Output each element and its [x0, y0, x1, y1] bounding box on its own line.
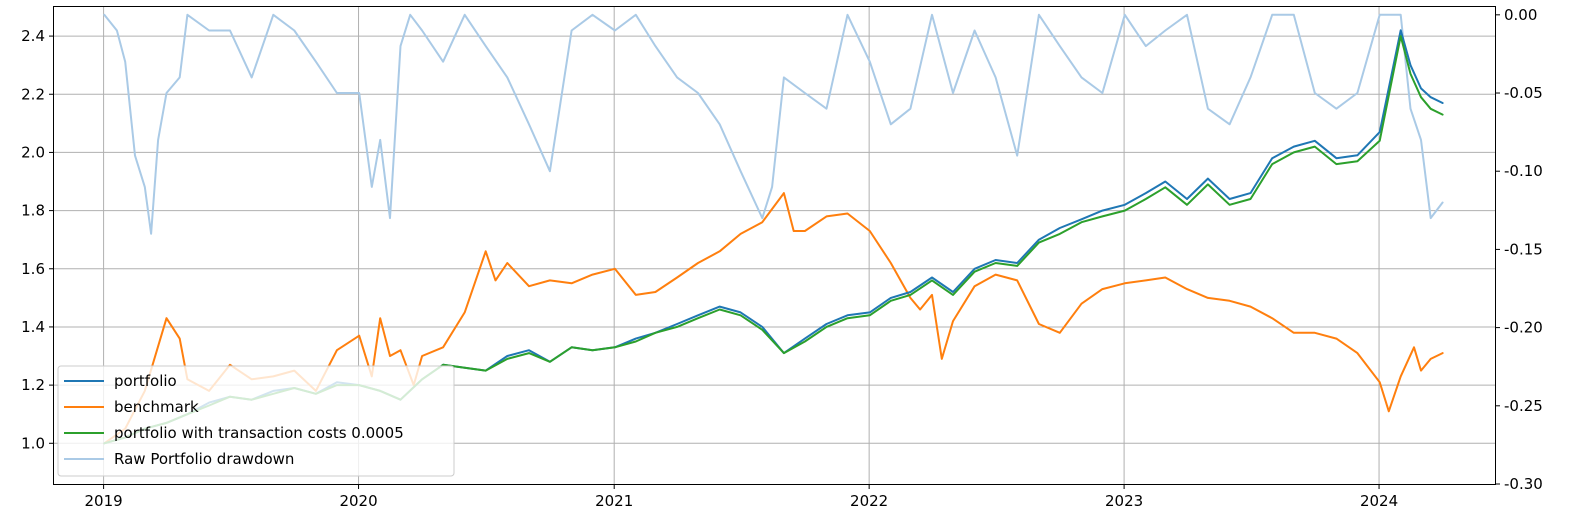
x-axis: 2019 2020 2021 2022 2023 2024 [84, 484, 1398, 510]
x-tick-label: 2022 [850, 492, 888, 510]
y-tick-label: 1.0 [21, 434, 45, 452]
y-tick-label: 2.2 [21, 85, 45, 103]
series-line-benchmark [103, 192, 1444, 445]
legend-label: portfolio with transaction costs 0.0005 [114, 424, 404, 442]
x-tick-label: 2019 [84, 492, 122, 510]
x-tick-label: 2024 [1360, 492, 1398, 510]
series-line-raw-portfolio-drawdown [103, 13, 1444, 235]
x-tick-label: 2023 [1105, 492, 1143, 510]
y-tick-label: 1.2 [21, 376, 45, 394]
legend-box [57, 365, 455, 477]
legend-label: benchmark [114, 398, 199, 416]
y2-tick-label: -0.20 [1504, 319, 1543, 337]
grid [54, 7, 1495, 484]
y-tick-label: 1.4 [21, 318, 45, 336]
y-axis-left: 1.0 1.2 1.4 1.6 1.8 2.0 2.2 2.4 [21, 27, 54, 452]
y2-tick-label: -0.30 [1504, 475, 1543, 493]
plot-frame [53, 6, 1496, 485]
legend: portfolio benchmark portfolio with transac… [57, 365, 455, 477]
y-tick-label: 1.8 [21, 202, 45, 220]
x-tick-label: 2021 [595, 492, 633, 510]
y2-tick-label: -0.10 [1504, 162, 1543, 180]
y-tick-label: 2.0 [21, 143, 45, 161]
legend-label: portfolio [114, 372, 177, 390]
y-axis-right: 0.00 -0.05 -0.10 -0.15 -0.20 -0.25 -0.30 [1495, 6, 1543, 493]
x-tick-label: 2020 [339, 492, 377, 510]
legend-label: Raw Portfolio drawdown [114, 450, 294, 468]
y2-tick-label: -0.15 [1504, 240, 1543, 258]
y-tick-label: 1.6 [21, 260, 45, 278]
y-tick-label: 2.4 [21, 27, 45, 45]
y2-tick-label: -0.05 [1504, 84, 1543, 102]
y2-tick-label: 0.00 [1504, 6, 1537, 24]
y2-tick-label: -0.25 [1504, 397, 1543, 415]
